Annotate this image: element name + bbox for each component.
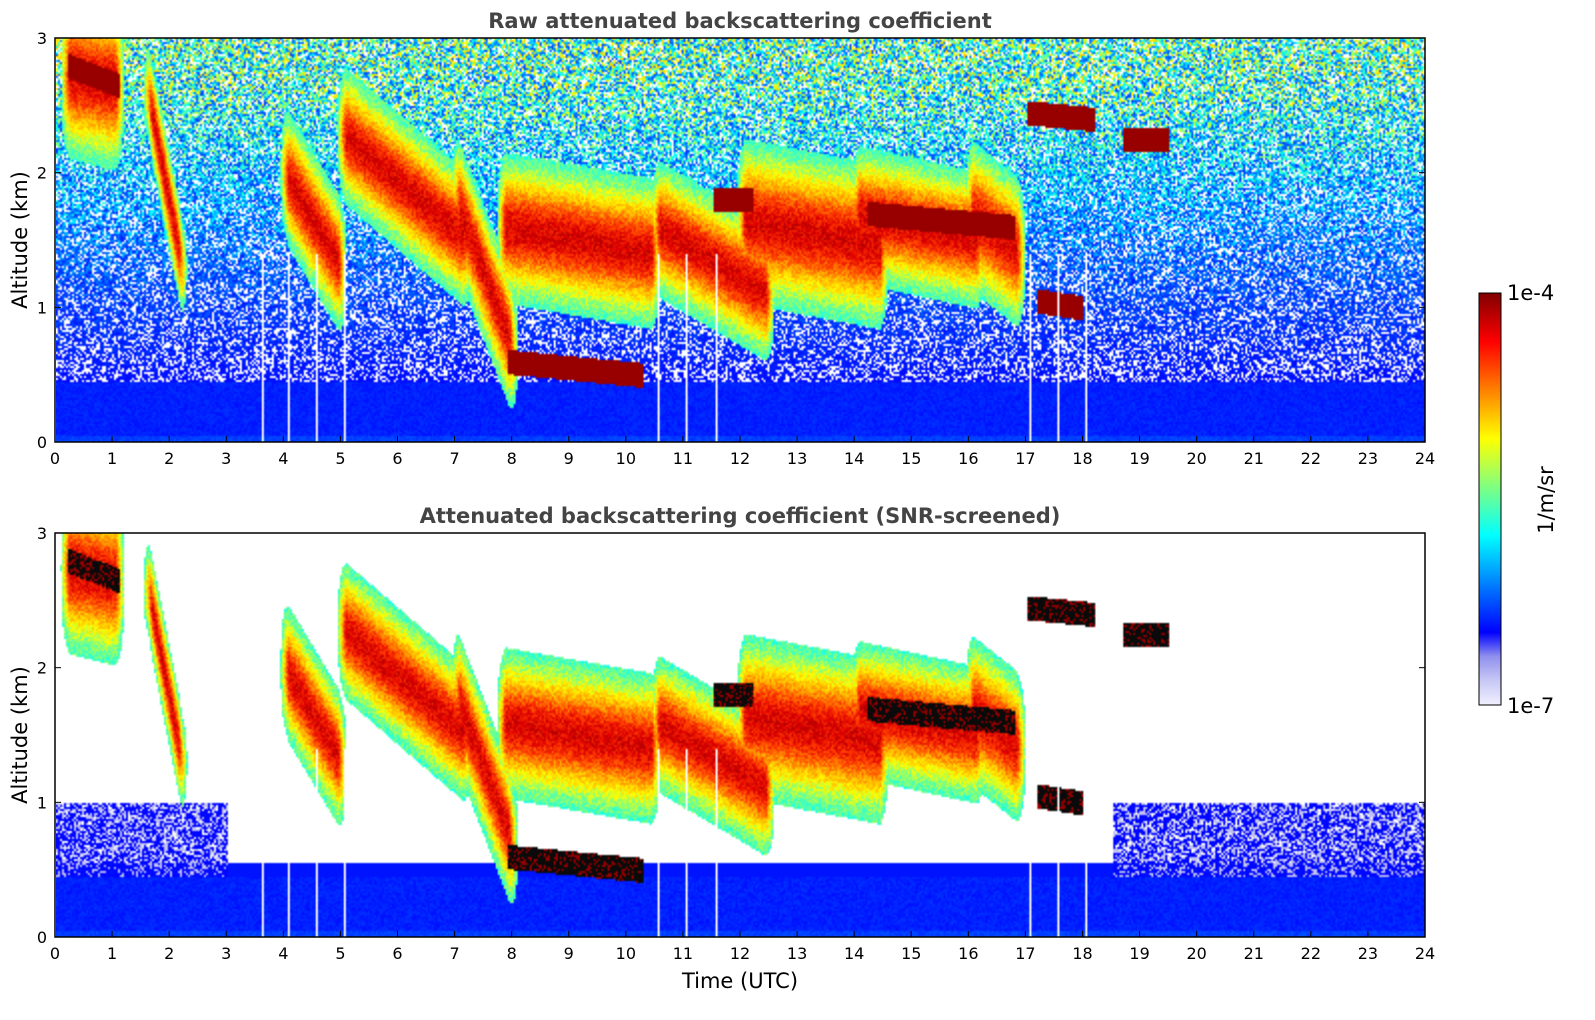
x-tick-label: 7 xyxy=(449,944,459,963)
x-tick-label: 0 xyxy=(50,449,60,468)
colorbar-unit-label: 1/m/sr xyxy=(1534,466,1558,534)
x-tick-label: 21 xyxy=(1244,944,1264,963)
y-tick-label: 0 xyxy=(37,928,47,947)
x-tick-label: 10 xyxy=(616,944,636,963)
colorbar-gradient xyxy=(1478,292,1502,706)
x-tick-label: 5 xyxy=(335,944,345,963)
x-tick-label: 21 xyxy=(1244,449,1264,468)
colorbar: 1e-4 1e-7 1/m/sr xyxy=(1478,281,1558,718)
panel-title: Raw attenuated backscattering coefficien… xyxy=(488,9,992,33)
x-tick-label: 23 xyxy=(1358,449,1378,468)
x-tick-label: 1 xyxy=(107,944,117,963)
heatmap-image xyxy=(56,38,1425,442)
x-tick-label: 18 xyxy=(1072,449,1092,468)
x-tick-label: 2 xyxy=(164,449,174,468)
y-axis-label: Altitude (km) xyxy=(8,171,32,309)
panel-title: Attenuated backscattering coefficient (S… xyxy=(420,504,1061,528)
y-tick-label: 0 xyxy=(37,433,47,452)
x-tick-label: 24 xyxy=(1415,449,1435,468)
x-tick-label: 24 xyxy=(1415,944,1435,963)
panel-screened: Attenuated backscattering coefficient (S… xyxy=(8,504,1435,993)
x-ticks: 0 1 2 3 4 5 6 7 8 9 10 11 12 13 14 15 16 17 18 19 20 21 22 23 24 xyxy=(50,436,1435,468)
x-tick-label: 23 xyxy=(1358,944,1378,963)
x-tick-label: 6 xyxy=(392,449,402,468)
x-tick-label: 10 xyxy=(616,449,636,468)
x-tick-label: 12 xyxy=(730,944,750,963)
x-tick-label: 18 xyxy=(1072,944,1092,963)
x-tick-label: 9 xyxy=(564,944,574,963)
x-tick-label: 11 xyxy=(673,449,693,468)
x-tick-label: 8 xyxy=(507,449,517,468)
y-tick-label: 1 xyxy=(37,793,47,812)
y-tick-label: 3 xyxy=(37,29,47,48)
x-tick-label: 14 xyxy=(844,944,864,963)
x-tick-label: 15 xyxy=(901,449,921,468)
x-tick-label: 0 xyxy=(50,944,60,963)
x-tick-label: 13 xyxy=(787,449,807,468)
colorbar-min-label: 1e-7 xyxy=(1507,694,1554,718)
x-axis-label: Time (UTC) xyxy=(681,969,798,993)
x-tick-label: 3 xyxy=(221,449,231,468)
x-tick-label: 16 xyxy=(958,449,978,468)
panel-raw: Raw attenuated backscattering coefficien… xyxy=(8,9,1435,468)
y-ticks: 0 1 2 3 xyxy=(37,524,1425,947)
x-tick-label: 8 xyxy=(507,944,517,963)
x-tick-label: 19 xyxy=(1129,449,1149,468)
x-tick-label: 7 xyxy=(449,449,459,468)
x-tick-label: 12 xyxy=(730,449,750,468)
x-tick-label: 22 xyxy=(1301,449,1321,468)
y-axis-label: Altitude (km) xyxy=(8,666,32,804)
x-tick-label: 20 xyxy=(1186,449,1206,468)
x-tick-label: 16 xyxy=(958,944,978,963)
y-ticks: 0 1 2 3 xyxy=(37,29,1425,452)
x-tick-label: 15 xyxy=(901,944,921,963)
x-tick-label: 22 xyxy=(1301,944,1321,963)
y-tick-label: 2 xyxy=(37,164,47,183)
x-tick-label: 17 xyxy=(1015,944,1035,963)
x-ticks: 0 1 2 3 4 5 6 7 8 9 10 11 12 13 14 15 16 17 18 19 20 21 22 23 24 xyxy=(50,931,1435,963)
y-tick-label: 1 xyxy=(37,298,47,317)
x-tick-label: 4 xyxy=(278,944,288,963)
x-tick-label: 11 xyxy=(673,944,693,963)
x-tick-label: 6 xyxy=(392,944,402,963)
y-tick-label: 3 xyxy=(37,524,47,543)
x-tick-label: 13 xyxy=(787,944,807,963)
x-tick-label: 5 xyxy=(335,449,345,468)
x-tick-label: 20 xyxy=(1186,944,1206,963)
x-tick-label: 14 xyxy=(844,449,864,468)
x-tick-label: 2 xyxy=(164,944,174,963)
x-tick-label: 17 xyxy=(1015,449,1035,468)
x-tick-label: 1 xyxy=(107,449,117,468)
x-tick-label: 3 xyxy=(221,944,231,963)
y-tick-label: 2 xyxy=(37,659,47,678)
x-tick-label: 4 xyxy=(278,449,288,468)
colorbar-max-label: 1e-4 xyxy=(1507,281,1554,305)
x-tick-label: 19 xyxy=(1129,944,1149,963)
x-tick-label: 9 xyxy=(564,449,574,468)
heatmap-image xyxy=(56,533,1425,937)
